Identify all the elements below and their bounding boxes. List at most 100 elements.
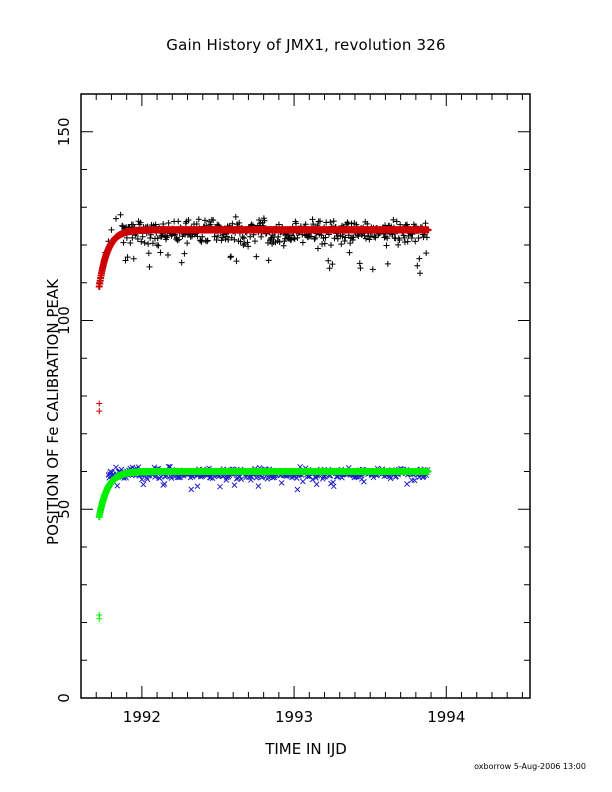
high-peak-point bbox=[145, 250, 152, 257]
high-peak-point bbox=[204, 238, 211, 245]
high-peak-point bbox=[258, 233, 265, 240]
high-peak-point bbox=[214, 232, 221, 239]
high-peak-point bbox=[344, 219, 351, 226]
high-peak-point bbox=[381, 234, 388, 241]
high-peak-point bbox=[415, 235, 422, 242]
high-peak-point bbox=[165, 219, 172, 226]
high-peak-point bbox=[280, 242, 287, 249]
high-peak-point bbox=[175, 218, 182, 225]
plot-frame bbox=[80, 93, 531, 699]
low-peak-point bbox=[194, 483, 201, 490]
high-peak-point bbox=[147, 234, 154, 241]
high-peak-point bbox=[261, 217, 268, 224]
high-peak-point bbox=[383, 242, 390, 249]
high-peak-point bbox=[310, 221, 317, 228]
x-tick-label: 1993 bbox=[275, 708, 313, 726]
high-peak-point bbox=[241, 235, 248, 242]
high-peak-point bbox=[201, 217, 208, 224]
high-peak-point bbox=[326, 265, 333, 272]
high-peak-point bbox=[404, 238, 411, 245]
high-peak-point bbox=[204, 237, 211, 244]
high-peak-point bbox=[422, 220, 429, 227]
high-peak-point bbox=[322, 234, 329, 241]
high-peak-point bbox=[311, 236, 318, 243]
low-peak-point bbox=[387, 475, 394, 482]
low-peak-point bbox=[313, 481, 320, 488]
y-tick-label: 100 bbox=[55, 306, 73, 335]
high-peak-point bbox=[123, 234, 130, 241]
low-peak-point bbox=[291, 473, 297, 480]
high-peak-point bbox=[236, 219, 243, 226]
low-peak-fit-point bbox=[424, 468, 432, 475]
high-peak-fit-point bbox=[424, 226, 432, 234]
low-peak-point bbox=[140, 481, 147, 488]
low-peak-point bbox=[114, 482, 121, 489]
high-peak-point bbox=[138, 238, 145, 245]
high-peak-point bbox=[408, 235, 415, 242]
y-tick-label: 150 bbox=[55, 117, 73, 146]
high-peak-point bbox=[149, 240, 156, 247]
high-peak-point bbox=[342, 234, 349, 241]
high-peak-point bbox=[218, 237, 225, 244]
high-peak-point bbox=[314, 245, 321, 252]
high-peak-point bbox=[327, 219, 334, 226]
high-peak-point bbox=[175, 236, 182, 243]
high-peak-point bbox=[417, 270, 424, 277]
high-peak-point bbox=[267, 235, 274, 242]
high-peak-point bbox=[293, 220, 300, 227]
high-peak-point bbox=[185, 217, 192, 224]
high-peak-point bbox=[174, 237, 181, 244]
high-peak-point bbox=[355, 233, 362, 240]
high-peak-point bbox=[195, 216, 202, 223]
high-peak-point bbox=[130, 255, 137, 262]
high-peak-point bbox=[124, 254, 131, 261]
low-peak-point bbox=[361, 478, 367, 485]
high-peak-point bbox=[210, 217, 217, 224]
high-peak-point bbox=[268, 234, 275, 241]
high-peak-point bbox=[339, 233, 346, 240]
low-peak-point bbox=[330, 483, 337, 490]
high-peak-point bbox=[341, 237, 348, 244]
high-peak-point bbox=[334, 235, 341, 242]
y-tick-label: 50 bbox=[55, 500, 73, 519]
low-peak-point bbox=[144, 476, 151, 483]
high-peak-point bbox=[369, 266, 376, 273]
high-peak-point bbox=[117, 211, 124, 218]
high-peak-point bbox=[384, 260, 391, 267]
high-peak-point bbox=[251, 238, 258, 245]
high-peak-point bbox=[253, 253, 260, 260]
high-peak-point bbox=[350, 234, 357, 241]
low-peak-point bbox=[300, 478, 306, 485]
low-peak-point bbox=[188, 486, 195, 493]
low-peak-point bbox=[231, 482, 238, 488]
high-peak-point bbox=[384, 235, 391, 242]
high-peak-point bbox=[227, 254, 234, 261]
high-peak-point bbox=[364, 220, 371, 227]
high-peak-point bbox=[338, 241, 345, 248]
high-peak-point bbox=[416, 255, 423, 262]
high-peak-outlier bbox=[96, 400, 103, 407]
high-peak-outlier bbox=[96, 408, 103, 415]
x-axis-label: TIME IN IJD bbox=[265, 740, 347, 758]
high-peak-point bbox=[227, 253, 234, 260]
high-peak-point bbox=[275, 233, 282, 240]
high-peak-point bbox=[302, 221, 309, 228]
high-peak-point bbox=[164, 251, 171, 258]
high-peak-point bbox=[139, 233, 146, 240]
low-peak-point bbox=[321, 473, 328, 480]
high-peak-point bbox=[325, 257, 332, 264]
high-peak-point bbox=[137, 219, 144, 226]
low-peak-point bbox=[161, 481, 168, 487]
high-peak-point bbox=[291, 236, 298, 243]
high-peak-point bbox=[260, 215, 267, 222]
high-peak-point bbox=[312, 234, 319, 241]
high-peak-point bbox=[160, 220, 167, 227]
low-peak-point bbox=[278, 480, 285, 486]
high-peak-point bbox=[225, 236, 232, 243]
high-peak-point bbox=[396, 237, 403, 244]
high-peak-point bbox=[346, 249, 353, 256]
high-peak-point bbox=[356, 260, 363, 267]
low-peak-point bbox=[404, 481, 410, 487]
high-peak-point bbox=[129, 234, 136, 241]
